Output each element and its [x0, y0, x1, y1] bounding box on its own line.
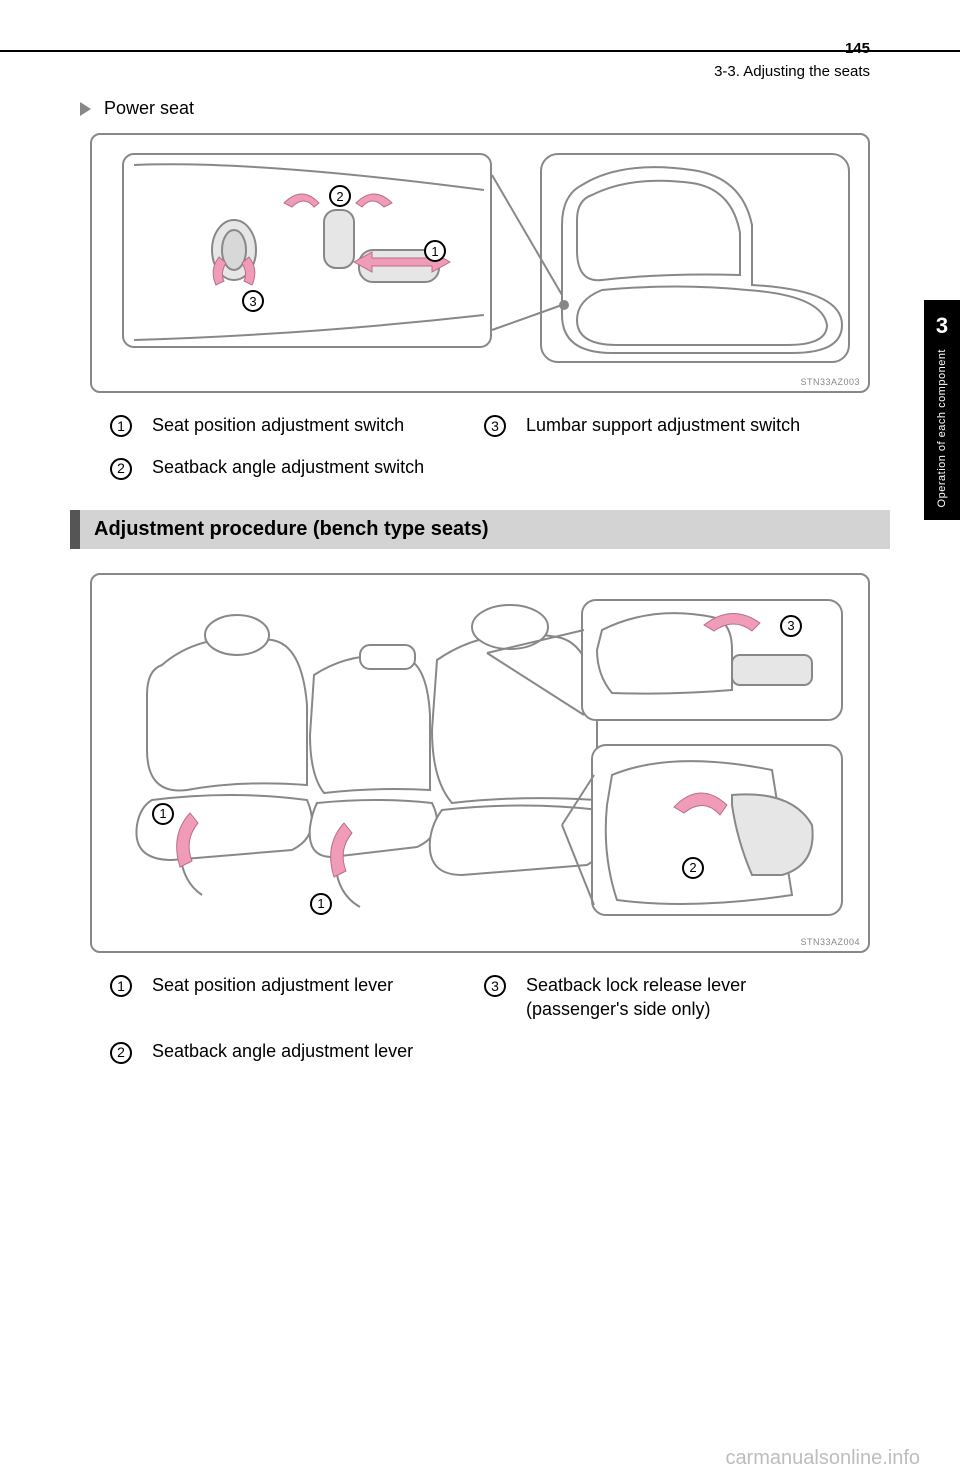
triangle-icon [80, 102, 91, 116]
num-1-icon: 1 [110, 415, 132, 437]
b-desc-text-1: Seat position adjustment lever [152, 973, 472, 1022]
side-tab-label: Operation of each component [936, 349, 948, 507]
figure-power-seat: 1 2 3 STN33AZ003 [90, 133, 870, 393]
desc-num: 1 [110, 413, 140, 437]
header-rule [0, 50, 960, 52]
page-header: 145 [70, 40, 890, 57]
desc-text-1: Seat position adjustment switch [152, 413, 472, 437]
num-3-icon: 3 [484, 415, 506, 437]
fig2-callout-1a: 1 [152, 803, 174, 825]
b-num-3-icon: 3 [484, 975, 506, 997]
desc-num: 3 [484, 973, 514, 1022]
bench-seat-desc: 1 Seat position adjustment lever 3 Seatb… [110, 973, 890, 1064]
fig1-lead-lines [92, 135, 872, 395]
fig2-callout-3: 3 [780, 615, 802, 637]
breadcrumb: 3-3. Adjusting the seats [70, 63, 890, 80]
fig1-id: STN33AZ003 [800, 377, 860, 387]
power-seat-heading: Power seat [80, 98, 890, 119]
b-num-2-icon: 2 [110, 1042, 132, 1064]
desc-text-2: Seatback angle adjustment switch [152, 455, 472, 479]
side-tab-number: 3 [936, 313, 948, 339]
bench-banner: Adjustment procedure (bench type seats) [70, 510, 890, 549]
b-num-1-icon: 1 [110, 975, 132, 997]
power-seat-heading-text: Power seat [104, 98, 194, 118]
fig2-callout-1b: 1 [310, 893, 332, 915]
power-seat-desc: 1 Seat position adjustment switch 3 Lumb… [110, 413, 890, 480]
fig2-id: STN33AZ004 [800, 937, 860, 947]
desc-num: 1 [110, 973, 140, 1022]
b-desc-text-2: Seatback angle adjustment lever [152, 1039, 472, 1063]
desc-num: 2 [110, 455, 140, 479]
fig2-callout-2: 2 [682, 857, 704, 879]
b-desc-text-3: Seatback lock release lever (passenger's… [526, 973, 846, 1022]
figure-bench-seat: 1 1 2 3 STN33AZ004 [90, 573, 870, 953]
desc-num: 3 [484, 413, 514, 437]
desc-num: 2 [110, 1039, 140, 1063]
watermark: carmanualsonline.info [725, 1447, 920, 1470]
fig2-svg [92, 575, 872, 955]
side-tab: 3 Operation of each component [924, 300, 960, 520]
page-number: 145 [845, 40, 870, 57]
desc-text-3: Lumbar support adjustment switch [526, 413, 846, 437]
num-2-icon: 2 [110, 458, 132, 480]
